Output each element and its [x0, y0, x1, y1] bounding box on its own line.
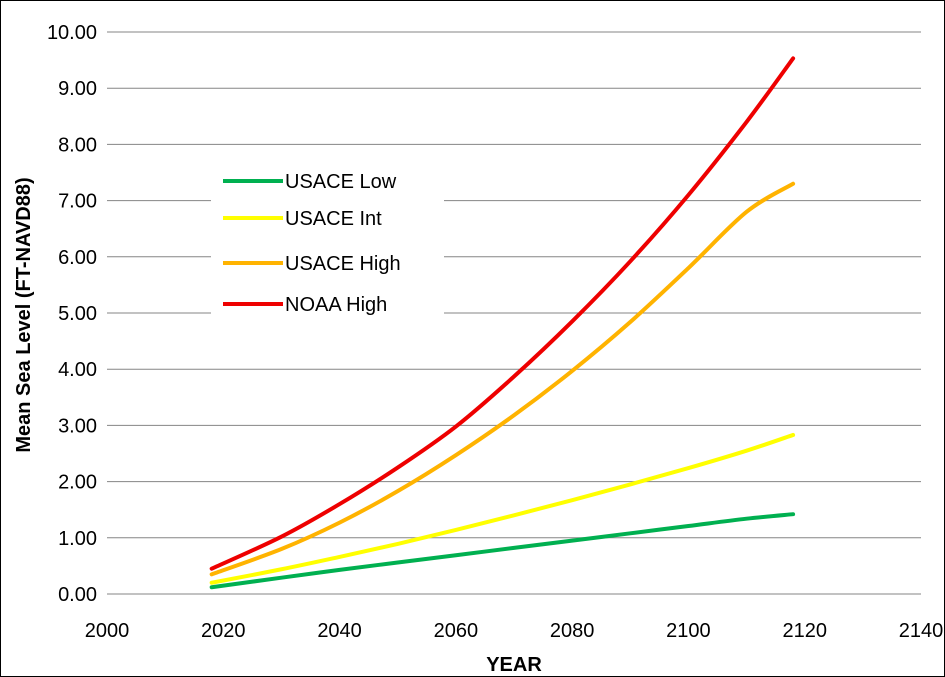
legend-label-usace-low: USACE Low: [285, 171, 397, 193]
series-line-noaa-high: [209, 56, 796, 571]
x-tick-label: 2000: [85, 620, 130, 642]
legend-box: [211, 165, 444, 317]
x-tick-label: 2120: [782, 620, 827, 642]
y-tick-label: 7.00: [58, 191, 97, 213]
y-tick-label: 9.00: [58, 78, 97, 100]
y-tick-label: 6.00: [58, 247, 97, 269]
y-axis-title: Mean Sea Level (FT-NAVD88): [13, 177, 35, 452]
series-line-usace-high: [209, 181, 796, 577]
y-tick-label: 2.00: [58, 472, 97, 494]
x-tick-label: 2100: [666, 620, 711, 642]
y-tick-label: 1.00: [58, 528, 97, 550]
legend-label-noaa-high: NOAA High: [285, 294, 387, 316]
x-tick-label: 2060: [434, 620, 479, 642]
x-tick-label: 2040: [317, 620, 362, 642]
x-tick-label: 2080: [550, 620, 595, 642]
y-tick-label: 10.00: [47, 22, 97, 44]
y-tick-label: 5.00: [58, 303, 97, 325]
y-tick-label: 3.00: [58, 415, 97, 437]
y-tick-label: 4.00: [58, 359, 97, 381]
series-lines: [209, 56, 796, 590]
series-line-usace-int: [209, 432, 796, 585]
x-tick-labels: 2000 2020 2040 2060 2080 2100 2120 2140: [85, 620, 944, 642]
x-axis-title: YEAR: [486, 654, 542, 676]
y-tick-label: 0.00: [58, 584, 97, 606]
legend: USACE Low USACE Int USACE High NOAA High: [211, 165, 444, 317]
legend-label-usace-high: USACE High: [285, 253, 401, 275]
x-tick-label: 2140: [899, 620, 944, 642]
x-tick-label: 2020: [201, 620, 246, 642]
series-line-usace-low: [209, 512, 796, 590]
legend-label-usace-int: USACE Int: [285, 208, 382, 230]
y-tick-label: 8.00: [58, 134, 97, 156]
y-tick-labels: 0.00 1.00 2.00 3.00 4.00 5.00 6.00 7.00 8.00 9.00…: [47, 22, 97, 606]
